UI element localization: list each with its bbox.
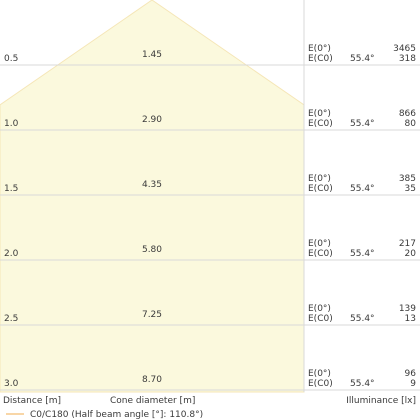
cone-diameter-value: 4.35 <box>142 180 162 190</box>
ec0-label: E(C0) <box>308 184 333 194</box>
light-cone <box>0 0 305 393</box>
e0-label: E(0°) <box>308 109 331 119</box>
distance-value: 3.0 <box>4 379 19 389</box>
distance-value: 2.0 <box>4 249 19 259</box>
cone-layer <box>0 0 305 393</box>
ec0-label: E(C0) <box>308 249 333 259</box>
e0-illuminance-value: 139 <box>399 304 416 314</box>
distance-value: 0.5 <box>4 54 18 64</box>
e0-illuminance-value: 385 <box>399 174 416 184</box>
legend-label: C0/C180 (Half beam angle [°]: 110.8°) <box>30 410 203 420</box>
e0-label: E(0°) <box>308 369 331 379</box>
e0-illuminance-value: 217 <box>399 239 416 249</box>
e0-illuminance-value: 96 <box>405 369 417 379</box>
half-angle-value: 55.4° <box>350 249 375 259</box>
distance-value: 1.0 <box>4 119 19 129</box>
half-angle-value: 55.4° <box>350 184 375 194</box>
cone-diameter-value: 8.70 <box>142 375 162 385</box>
cone-diameter-value: 7.25 <box>142 310 162 320</box>
ec0-illuminance-value: 13 <box>405 314 416 324</box>
diameter-axis-label: Cone diameter [m] <box>110 396 195 406</box>
ec0-illuminance-value: 20 <box>405 249 417 259</box>
e0-illuminance-value: 3465 <box>393 44 416 54</box>
cone-diameter-value: 1.45 <box>142 50 162 60</box>
half-angle-value: 55.4° <box>350 379 375 389</box>
ec0-label: E(C0) <box>308 379 333 389</box>
ec0-illuminance-value: 9 <box>410 379 416 389</box>
distance-axis-label: Distance [m] <box>3 396 61 406</box>
ec0-illuminance-value: 80 <box>405 119 417 129</box>
cone-diameter-value: 5.80 <box>142 245 162 255</box>
distance-value: 1.5 <box>4 184 18 194</box>
cone-diameter-value: 2.90 <box>142 115 162 125</box>
ec0-label: E(C0) <box>308 54 333 64</box>
half-angle-value: 55.4° <box>350 119 375 129</box>
e0-label: E(0°) <box>308 174 331 184</box>
half-angle-value: 55.4° <box>350 54 375 64</box>
ec0-label: E(C0) <box>308 119 333 129</box>
ec0-label: E(C0) <box>308 314 333 324</box>
distance-value: 2.5 <box>4 314 18 324</box>
e0-label: E(0°) <box>308 44 331 54</box>
e0-label: E(0°) <box>308 239 331 249</box>
half-angle-value: 55.4° <box>350 314 375 324</box>
ec0-illuminance-value: 318 <box>399 54 416 64</box>
ec0-illuminance-value: 35 <box>405 184 416 194</box>
grid-layer <box>0 0 420 392</box>
e0-label: E(0°) <box>308 304 331 314</box>
illuminance-axis-label: Illuminance [lx] <box>346 396 416 406</box>
e0-illuminance-value: 866 <box>399 109 416 119</box>
